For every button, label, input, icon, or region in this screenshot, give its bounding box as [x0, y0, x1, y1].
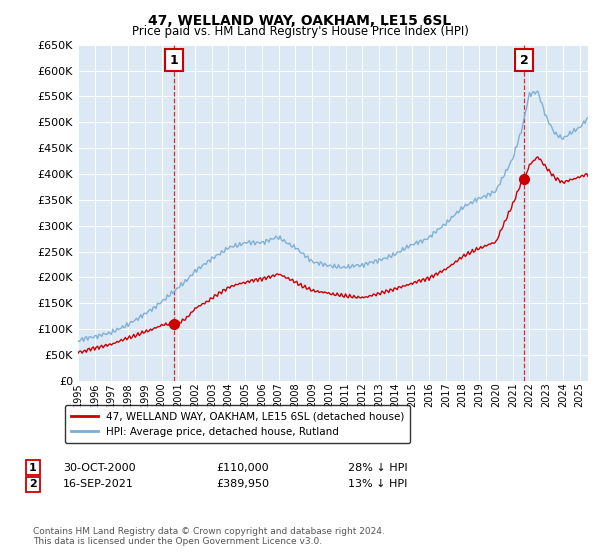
Text: 2: 2: [520, 54, 528, 67]
Text: 47, WELLAND WAY, OAKHAM, LE15 6SL: 47, WELLAND WAY, OAKHAM, LE15 6SL: [148, 14, 452, 28]
Text: 2: 2: [29, 479, 37, 489]
Text: £110,000: £110,000: [216, 463, 269, 473]
Text: 13% ↓ HPI: 13% ↓ HPI: [348, 479, 407, 489]
Text: 30-OCT-2000: 30-OCT-2000: [63, 463, 136, 473]
Text: Price paid vs. HM Land Registry's House Price Index (HPI): Price paid vs. HM Land Registry's House …: [131, 25, 469, 38]
Text: 1: 1: [29, 463, 37, 473]
Text: Contains HM Land Registry data © Crown copyright and database right 2024.
This d: Contains HM Land Registry data © Crown c…: [33, 526, 385, 546]
Text: £389,950: £389,950: [216, 479, 269, 489]
Text: 16-SEP-2021: 16-SEP-2021: [63, 479, 134, 489]
Text: 28% ↓ HPI: 28% ↓ HPI: [348, 463, 407, 473]
Text: 1: 1: [170, 54, 179, 67]
Legend: 47, WELLAND WAY, OAKHAM, LE15 6SL (detached house), HPI: Average price, detached: 47, WELLAND WAY, OAKHAM, LE15 6SL (detac…: [65, 405, 410, 443]
